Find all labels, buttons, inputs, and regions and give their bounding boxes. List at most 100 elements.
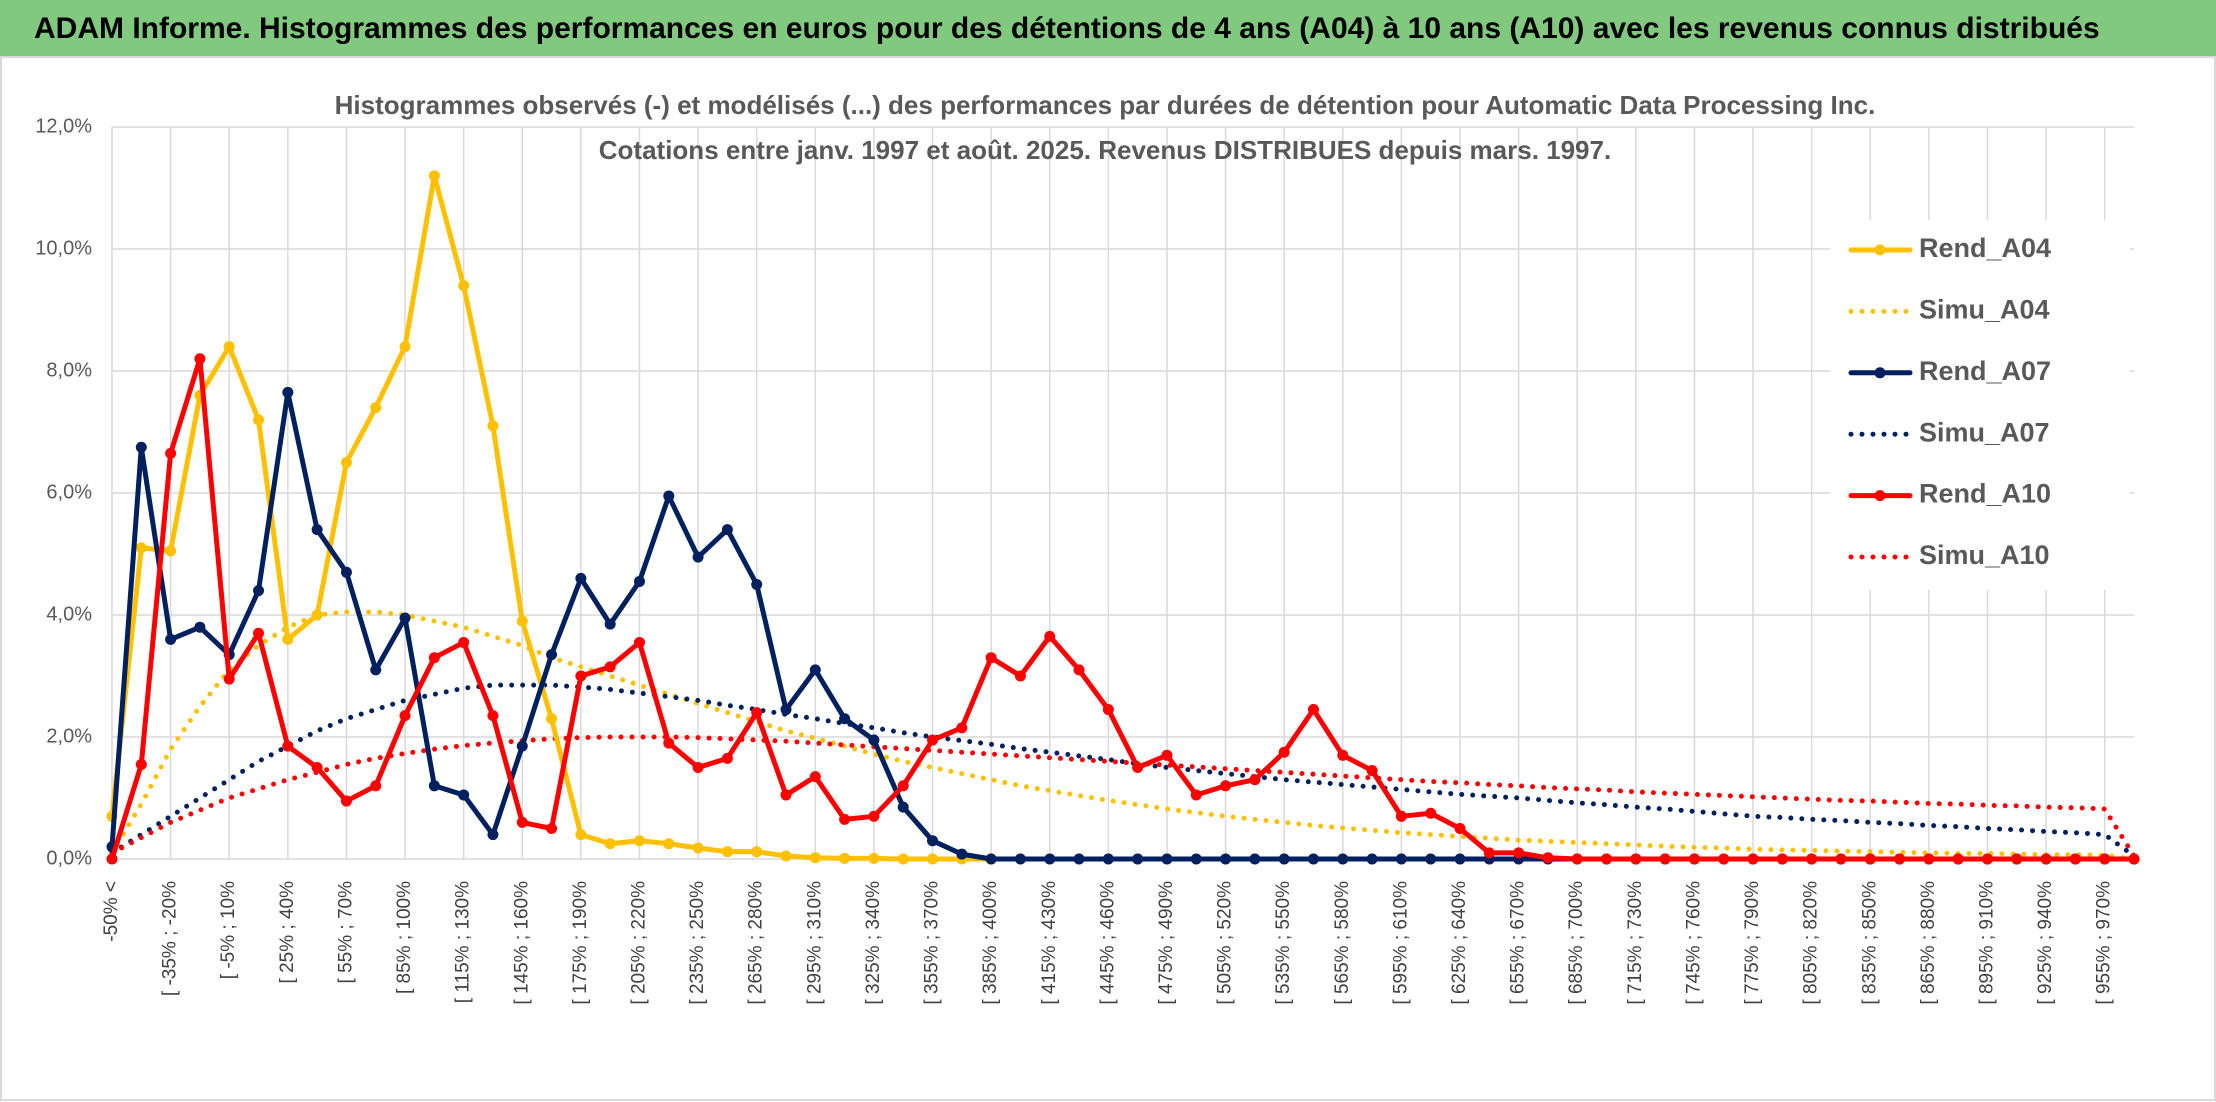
legend-label: Simu_A10: [1919, 540, 2050, 570]
x-tick-label: [ 745% ; 760%: [1683, 881, 1704, 1005]
point: [839, 713, 851, 725]
point: [663, 737, 675, 749]
x-tick-label: [ 355% ; 370%: [922, 881, 943, 1005]
point: [2128, 853, 2140, 865]
point: [868, 852, 880, 864]
x-tick-label: [ 25% ; 40%: [277, 881, 298, 984]
point: [956, 722, 968, 734]
point: [2011, 853, 2023, 865]
point: [487, 829, 499, 841]
point: [194, 353, 206, 365]
point: [487, 710, 499, 722]
point: [1864, 853, 1876, 865]
x-tick-label: [ 865% ; 880%: [1918, 881, 1939, 1005]
point: [751, 707, 763, 719]
x-tick-label: [ 475% ; 490%: [1156, 881, 1177, 1005]
point: [1571, 853, 1583, 865]
point: [751, 846, 763, 858]
point: [897, 853, 909, 865]
point: [546, 713, 558, 725]
point: [2069, 853, 2081, 865]
point: [1161, 853, 1173, 865]
point: [633, 636, 645, 648]
point: [1923, 853, 1935, 865]
x-tick-label: [ 265% ; 280%: [746, 881, 767, 1005]
point: [2099, 853, 2111, 865]
legend-label: Rend_A10: [1919, 479, 2051, 509]
point: [575, 572, 587, 584]
x-tick-label: [ 895% ; 910%: [1976, 881, 1997, 1005]
y-tick-label: 2,0%: [46, 725, 92, 747]
point: [370, 780, 382, 792]
point: [370, 402, 382, 414]
x-tick-label: [ 415% ; 430%: [1039, 881, 1060, 1005]
point: [253, 414, 265, 426]
legend-marker: [1874, 367, 1886, 379]
x-tick-label: [ 325% ; 340%: [863, 881, 884, 1005]
point: [692, 762, 704, 773]
point: [165, 545, 177, 557]
point: [927, 853, 939, 865]
point: [2040, 853, 2052, 865]
point: [135, 441, 147, 453]
point: [311, 524, 323, 536]
point: [135, 758, 147, 770]
point: [106, 853, 118, 865]
x-tick-label: [ 955% ; 970%: [2094, 881, 2115, 1005]
point: [985, 652, 997, 664]
point: [1454, 853, 1466, 865]
point: [1190, 789, 1202, 801]
x-tick-label: [ 565% ; 580%: [1332, 881, 1353, 1005]
point: [868, 810, 880, 822]
point: [633, 835, 645, 847]
point: [223, 673, 235, 685]
point: [1073, 853, 1085, 865]
point: [839, 852, 851, 864]
point: [487, 420, 499, 432]
point: [604, 661, 616, 673]
point: [428, 170, 440, 182]
point: [340, 566, 352, 578]
header-bar: [0, 0, 2216, 56]
point: [1102, 853, 1114, 865]
x-tick-label: [ 835% ; 850%: [1859, 881, 1880, 1005]
x-tick-label: [ -5% ; 10%: [218, 881, 239, 979]
x-tick-label: [ 505% ; 520%: [1215, 881, 1236, 1005]
y-tick-label: 6,0%: [46, 481, 92, 503]
point: [516, 740, 528, 752]
point: [985, 853, 997, 865]
point: [780, 789, 792, 801]
point: [1337, 853, 1349, 865]
point: [1483, 847, 1495, 859]
point: [751, 579, 763, 590]
point: [839, 813, 851, 825]
point: [1806, 853, 1818, 865]
point: [399, 612, 411, 624]
point: [1395, 853, 1407, 865]
point: [663, 838, 675, 850]
y-tick-label: 0,0%: [46, 847, 92, 869]
point: [1513, 847, 1525, 859]
point: [458, 789, 470, 801]
point: [575, 829, 587, 841]
point: [546, 649, 558, 661]
point: [663, 490, 675, 502]
point: [1601, 853, 1613, 865]
point: [809, 771, 821, 783]
legend-label: Simu_A07: [1919, 417, 2050, 447]
point: [1220, 853, 1232, 865]
x-tick-label: -50% <: [101, 881, 122, 942]
point: [135, 542, 147, 554]
point: [1132, 762, 1144, 773]
x-tick-label: [ 145% ; 160%: [511, 881, 532, 1005]
x-tick-label: [ 685% ; 700%: [1566, 881, 1587, 1005]
point: [1014, 853, 1026, 865]
point: [1044, 853, 1056, 865]
point: [1073, 664, 1085, 676]
point: [927, 835, 939, 847]
y-tick-label: 8,0%: [46, 359, 92, 381]
point: [516, 816, 528, 828]
point: [311, 609, 323, 621]
point: [311, 762, 323, 773]
